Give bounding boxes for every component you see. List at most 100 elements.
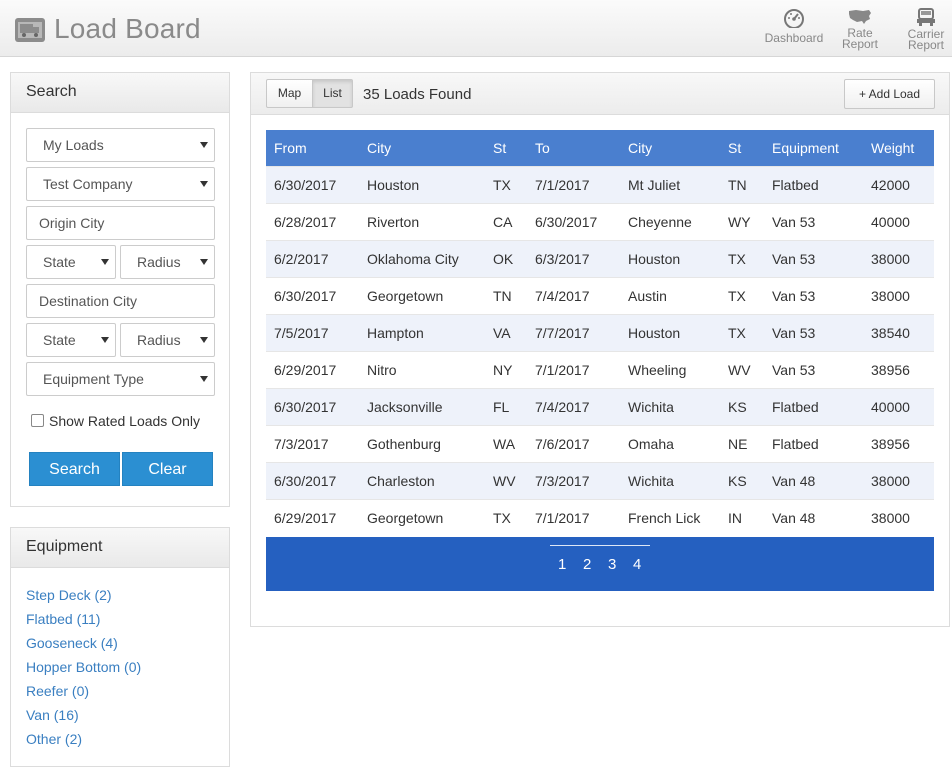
column-header[interactable]: To (527, 130, 620, 166)
table-cell: NE (720, 424, 764, 462)
table-cell: 38000 (863, 461, 934, 499)
nav-rate-label-1: Rate (847, 26, 873, 40)
pagination: 1 2 3 4 (266, 537, 934, 591)
origin-state-value: State (43, 254, 76, 270)
chevron-down-icon (101, 259, 109, 265)
nav-dashboard[interactable]: Dashboard (764, 8, 824, 44)
table-cell: Van 53 (764, 313, 863, 351)
column-header[interactable]: From (266, 130, 359, 166)
chevron-down-icon (200, 337, 208, 343)
page-link[interactable]: 4 (633, 556, 642, 573)
column-header[interactable]: St (485, 130, 527, 166)
equipment-type-select[interactable]: Equipment Type (26, 362, 215, 396)
table-row[interactable]: 6/30/2017 Georgetown TN 7/4/2017 Austin TX Van… (266, 276, 934, 314)
search-panel-title: Search (11, 73, 229, 113)
table-row[interactable]: 7/5/2017 Hampton VA 7/7/2017 Houston TX Van 53… (266, 313, 934, 351)
column-header[interactable]: Weight (863, 130, 934, 166)
destination-city-input[interactable]: Destination City (26, 284, 215, 318)
table-cell: Van 48 (764, 498, 863, 536)
table-row[interactable]: 6/30/2017 Jacksonville FL 7/4/2017 Wichita KS… (266, 387, 934, 425)
page-link[interactable]: 1 (558, 556, 567, 573)
table-cell: WV (720, 350, 764, 388)
column-header[interactable]: City (359, 130, 485, 166)
table-cell: Van 48 (764, 461, 863, 499)
table-cell: 40000 (863, 387, 934, 425)
table-cell: 7/4/2017 (527, 387, 620, 425)
loads-select-value: My Loads (43, 137, 104, 153)
company-select-value: Test Company (43, 176, 133, 192)
table-cell: Flatbed (764, 165, 863, 203)
table-cell: 6/30/2017 (266, 165, 359, 203)
table-cell: 38540 (863, 313, 934, 351)
table-cell: 42000 (863, 165, 934, 203)
equipment-panel: Equipment Step Deck (2) Flatbed (11) Goo… (10, 527, 230, 767)
table-cell: Nitro (359, 350, 485, 388)
table-row[interactable]: 6/28/2017 Riverton CA 6/30/2017 Cheyenne WY Va… (266, 202, 934, 240)
table-cell: WY (720, 202, 764, 240)
equipment-link[interactable]: Van (16) (26, 707, 79, 723)
table-cell: Flatbed (764, 424, 863, 462)
table-cell: FL (485, 387, 527, 425)
origin-state-select[interactable]: State (26, 245, 116, 279)
chevron-down-icon (200, 142, 208, 148)
nav-dashboard-label: Dashboard (764, 31, 824, 45)
table-header-row: From City St To City St Equipment Weight (266, 130, 934, 166)
equipment-link[interactable]: Other (2) (26, 731, 83, 747)
table-cell: 38000 (863, 498, 934, 536)
equipment-link[interactable]: Reefer (0) (26, 683, 90, 699)
table-row[interactable]: 6/29/2017 Nitro NY 7/1/2017 Wheeling WV Van 53… (266, 350, 934, 388)
column-header[interactable]: Equipment (764, 130, 863, 166)
equipment-link[interactable]: Step Deck (2) (26, 587, 112, 603)
destination-state-select[interactable]: State (26, 323, 116, 357)
table-cell: Flatbed (764, 387, 863, 425)
column-header[interactable]: City (620, 130, 720, 166)
map-view-toggle[interactable]: Map (266, 79, 313, 108)
table-row[interactable]: 6/30/2017 Charleston WV 7/3/2017 Wichita KS Va… (266, 461, 934, 499)
page-link[interactable]: 2 (583, 556, 592, 573)
clear-button[interactable]: Clear (122, 452, 213, 486)
page-link[interactable]: 3 (608, 556, 617, 573)
app-header: Load Board Dashboard Rate Report Carrier… (0, 0, 952, 57)
table-cell: Mt Juliet (620, 165, 720, 203)
origin-city-placeholder: Origin City (39, 215, 105, 231)
equipment-link[interactable]: Flatbed (11) (26, 611, 101, 627)
nav-rate-report[interactable]: Rate Report (837, 8, 883, 50)
table-row[interactable]: 6/30/2017 Houston TX 7/1/2017 Mt Juliet TN Fla… (266, 165, 934, 203)
table-cell: Georgetown (359, 276, 485, 314)
table-cell: KS (720, 461, 764, 499)
table-cell: WV (485, 461, 527, 499)
add-load-button[interactable]: + Add Load (844, 79, 935, 109)
list-view-toggle[interactable]: List (312, 79, 353, 108)
loads-select[interactable]: My Loads (26, 128, 215, 162)
origin-city-input[interactable]: Origin City (26, 206, 215, 240)
column-header[interactable]: St (720, 130, 764, 166)
table-row[interactable]: 6/29/2017 Georgetown TX 7/1/2017 French Lick… (266, 498, 934, 536)
table-cell: Georgetown (359, 498, 485, 536)
origin-radius-select[interactable]: Radius (120, 245, 215, 279)
equipment-link[interactable]: Gooseneck (4) (26, 635, 118, 651)
table-cell: TN (720, 165, 764, 203)
table-cell: Riverton (359, 202, 485, 240)
table-cell: 38956 (863, 424, 934, 462)
table-cell: 7/4/2017 (527, 276, 620, 314)
nav-carrier-report[interactable]: Carrier Report (904, 8, 948, 51)
table-cell: TX (485, 165, 527, 203)
equipment-link[interactable]: Hopper Bottom (0) (26, 659, 142, 675)
table-cell: KS (720, 387, 764, 425)
table-body: 6/30/2017 Houston TX 7/1/2017 Mt Juliet TN Fla… (266, 165, 934, 536)
table-cell: 7/5/2017 (266, 313, 359, 351)
company-select[interactable]: Test Company (26, 167, 215, 201)
table-cell: 6/28/2017 (266, 202, 359, 240)
truck-front-icon (917, 8, 935, 26)
table-cell: IN (720, 498, 764, 536)
table-cell: Wheeling (620, 350, 720, 388)
rated-loads-checkbox[interactable] (31, 414, 44, 427)
table-row[interactable]: 7/3/2017 Gothenburg WA 7/6/2017 Omaha NE Flatb… (266, 424, 934, 462)
table-cell: WA (485, 424, 527, 462)
table-row[interactable]: 6/2/2017 Oklahoma City OK 6/3/2017 Houston TX… (266, 239, 934, 277)
nav-carrier-label-1: Carrier (907, 27, 945, 41)
rated-loads-label: Show Rated Loads Only (49, 413, 200, 429)
destination-radius-select[interactable]: Radius (120, 323, 215, 357)
table-cell: NY (485, 350, 527, 388)
search-button[interactable]: Search (29, 452, 120, 486)
